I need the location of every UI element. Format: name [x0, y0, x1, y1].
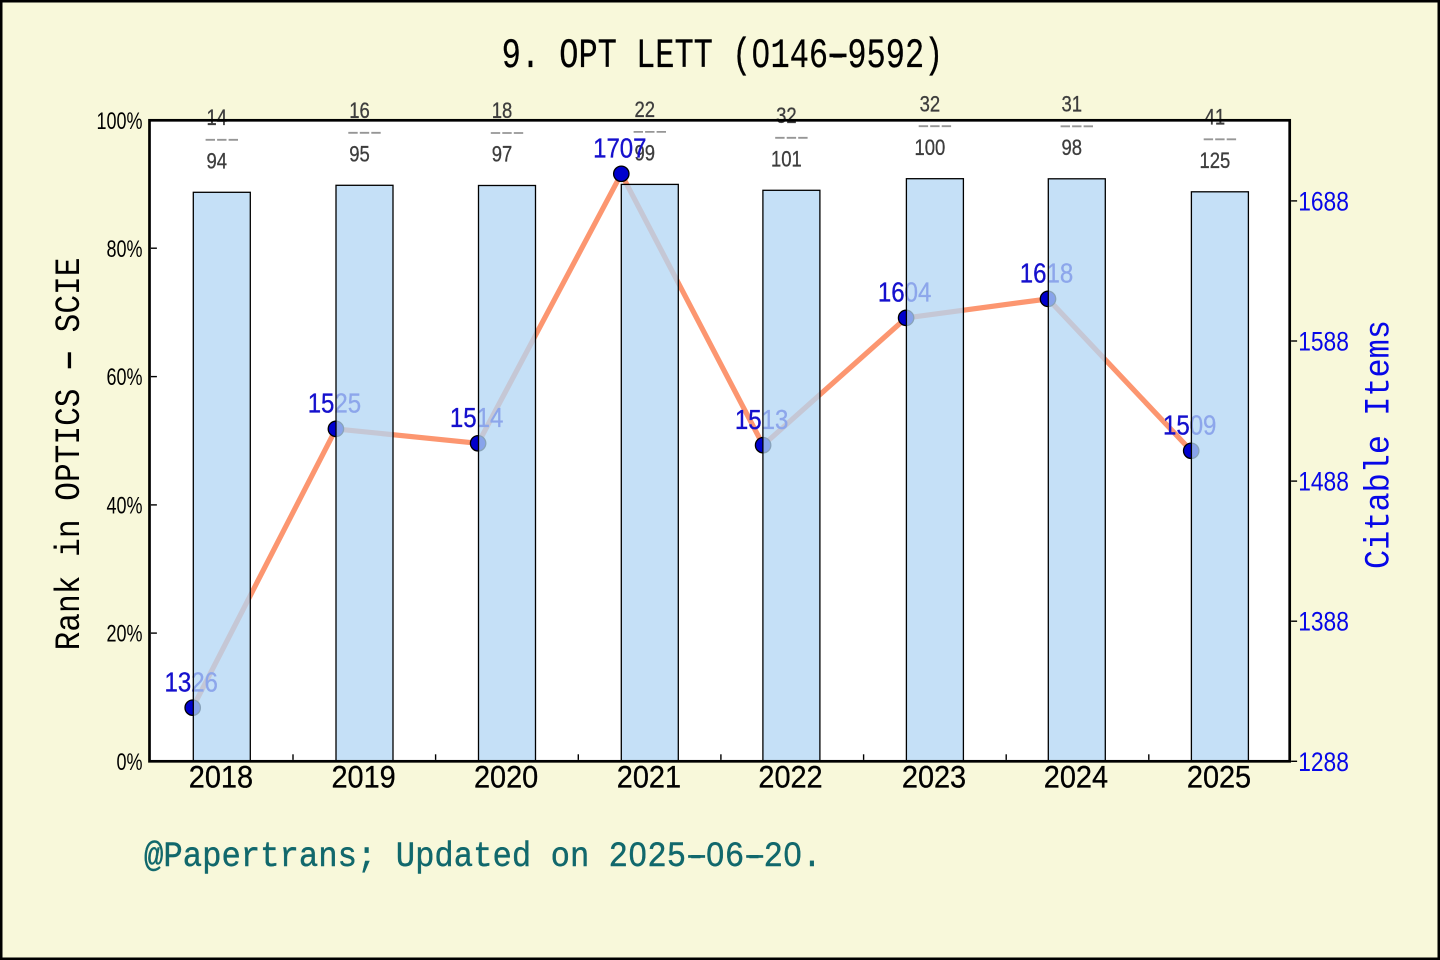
svg-text:41: 41 [1205, 106, 1226, 130]
svg-text:98: 98 [1062, 136, 1083, 160]
svg-text:2019: 2019 [331, 760, 395, 794]
svg-text:1688: 1688 [1298, 188, 1349, 217]
svg-text:125: 125 [1199, 149, 1230, 173]
svg-text:32: 32 [920, 93, 941, 117]
svg-text:1288: 1288 [1298, 748, 1349, 777]
svg-text:31: 31 [1062, 93, 1083, 117]
svg-text:1707: 1707 [593, 132, 646, 164]
svg-text:Rank in OPTICS - SCIE: Rank in OPTICS - SCIE [50, 258, 90, 651]
svg-text:22: 22 [635, 99, 656, 123]
svg-text:100%: 100% [96, 108, 142, 134]
svg-text:1488: 1488 [1298, 468, 1349, 497]
svg-text:2018: 2018 [189, 760, 253, 794]
svg-text:40%: 40% [106, 493, 142, 519]
svg-text:100: 100 [914, 136, 945, 160]
svg-text:97: 97 [492, 143, 513, 167]
svg-text:2021: 2021 [617, 760, 681, 794]
svg-text:1588: 1588 [1298, 328, 1349, 357]
svg-text:2023: 2023 [902, 760, 966, 794]
svg-text:94: 94 [207, 150, 228, 174]
svg-text:2020: 2020 [474, 760, 538, 794]
svg-text:2024: 2024 [1044, 760, 1108, 794]
svg-text:0%: 0% [116, 749, 142, 775]
svg-text:99: 99 [635, 142, 656, 166]
svg-text:9. OPT LETT (0146-9592): 9. OPT LETT (0146-9592) [502, 33, 944, 80]
svg-text:@Papertrans; Updated on 2025-0: @Papertrans; Updated on 2025-06-20. [144, 838, 822, 877]
svg-text:32: 32 [776, 104, 797, 128]
svg-text:1388: 1388 [1298, 608, 1349, 637]
svg-text:20%: 20% [106, 621, 142, 647]
svg-text:95: 95 [349, 143, 370, 167]
svg-text:16: 16 [349, 99, 370, 123]
svg-text:80%: 80% [106, 237, 142, 263]
svg-text:60%: 60% [106, 365, 142, 391]
svg-text:Citable Items: Citable Items [1360, 320, 1400, 569]
svg-text:101: 101 [771, 148, 802, 172]
svg-text:18: 18 [492, 100, 513, 124]
svg-text:2025: 2025 [1187, 760, 1251, 794]
svg-text:14: 14 [207, 106, 228, 130]
svg-text:2022: 2022 [758, 760, 822, 794]
